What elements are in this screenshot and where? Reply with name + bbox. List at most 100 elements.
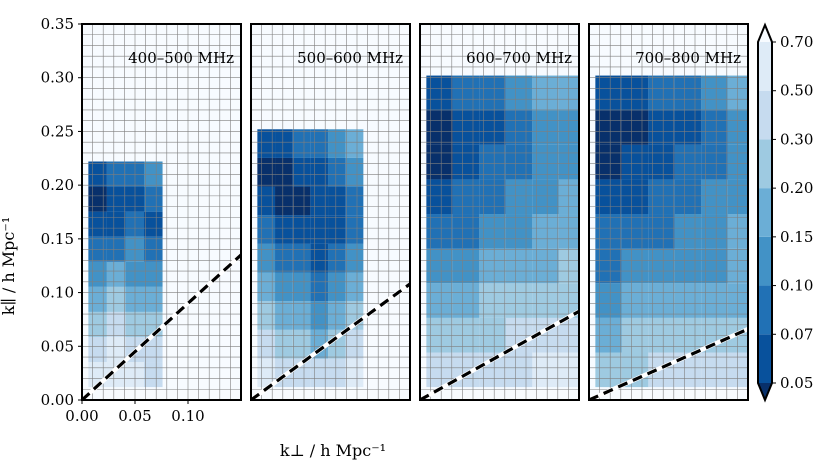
colorbar-tick-label: 0.15 (780, 228, 813, 246)
heatmap-cell (275, 215, 293, 244)
heatmap-cell (505, 248, 533, 284)
heatmap-cell (621, 248, 649, 284)
y-tick-label: 0.10 (41, 284, 74, 302)
heatmap-cell (452, 144, 480, 180)
heatmap-cell (328, 272, 346, 302)
heatmap-cell (292, 129, 311, 158)
x-tick-label: 0.00 (65, 407, 98, 425)
grid-lines (420, 24, 579, 400)
heatmap-cell (621, 214, 649, 249)
panel-frame (81, 23, 242, 401)
heatmap-cells (257, 129, 364, 388)
heatmap-cell (505, 75, 533, 111)
heatmap-cell (275, 129, 293, 158)
heatmap-cell (328, 301, 346, 330)
heatmap-cell (88, 161, 107, 187)
heatmap-cell (106, 336, 126, 363)
panels-group: 400–500 MHz 500–600 MHz 600–700 MHz 700–800… (81, 23, 749, 401)
heatmap-cell (558, 144, 579, 180)
wedge-dash (82, 253, 241, 400)
colorbar-segment (758, 42, 772, 91)
heatmap-cells (88, 161, 163, 388)
heatmap-cell (621, 179, 649, 215)
y-axis: 0.00 0.05 0.10 0.15 0.20 0.25 0.30 0.35 (41, 15, 82, 409)
heatmap-cell (144, 362, 163, 388)
wedge-line (589, 327, 748, 400)
colorbar-tick-label: 0.10 (780, 277, 813, 295)
y-tick-label: 0.35 (41, 15, 74, 33)
colorbar-tick-label: 0.70 (780, 33, 813, 51)
heatmap-cell (292, 215, 311, 244)
heatmap-cell (275, 272, 293, 302)
heatmap-cell (106, 311, 126, 337)
heatmap-cell (674, 75, 702, 111)
x-tick-label: 0.05 (118, 407, 151, 425)
heatmap-cell (558, 179, 579, 215)
heatmap-cell (505, 144, 533, 180)
panel-title: 600–700 MHz (466, 49, 572, 67)
panel-frame (588, 23, 749, 401)
colorbar-tick-label: 0.20 (780, 179, 813, 197)
panel-frame (250, 23, 411, 401)
colorbar-segment (758, 90, 772, 140)
heatmap-cell (505, 352, 533, 388)
heatmap-cell (727, 352, 748, 388)
heatmap-cell (452, 317, 480, 353)
colorbar-tick-label: 0.05 (780, 374, 813, 392)
heatmap-cell (727, 144, 748, 180)
heatmap-cell (292, 272, 311, 302)
x-tick-label: 0.10 (171, 407, 204, 425)
heatmap-cell (558, 214, 579, 249)
colorbar-tick-label: 0.07 (780, 325, 813, 343)
colorbar-tick-label: 0.30 (780, 130, 813, 148)
heatmap-cell (345, 157, 364, 187)
wedge-line (82, 253, 241, 400)
heatmap-cell (328, 157, 346, 187)
heatmap-cell (727, 75, 748, 111)
colorbar-segment (758, 285, 772, 335)
heatmap-cell (88, 286, 107, 312)
heatmap-cell (674, 248, 702, 284)
y-tick-label: 0.00 (41, 391, 74, 409)
heatmap-cell (144, 286, 163, 312)
panel-title: 500–600 MHz (297, 49, 403, 67)
heatmap-cell (621, 110, 649, 145)
wedge-line (420, 309, 579, 400)
heatmap-cell (674, 179, 702, 215)
heatmap-cell (452, 283, 480, 318)
heatmap-cell (727, 214, 748, 249)
heatmap-cell (674, 214, 702, 249)
heatmap-cell (345, 129, 364, 158)
y-tick-label: 0.25 (41, 122, 74, 140)
colorbar-tick-label: 1.00 (780, 0, 813, 2)
heatmap-cell (345, 215, 364, 244)
heatmap-cell (452, 75, 480, 111)
heatmap-cell (505, 179, 533, 215)
colorbar-tick-label: 0.50 (780, 82, 813, 100)
heatmap-cell (558, 352, 579, 388)
heatmap-cell (88, 236, 107, 262)
heatmap-cell (144, 336, 163, 363)
heatmap-cell (292, 329, 311, 359)
heatmap-cell (106, 236, 126, 262)
heatmap-cell (144, 161, 163, 187)
heatmap-cell (106, 261, 126, 287)
heatmap-cell (674, 144, 702, 180)
panel-title: 700–800 MHz (635, 49, 741, 67)
heatmap-cell (558, 110, 579, 145)
panel-3: 600–700 MHz (419, 23, 580, 401)
colorbar: 0.05 0.07 0.10 0.15 0.20 0.30 0.50 0.70 1.00 (757, 0, 813, 403)
heatmap-cell (275, 329, 293, 359)
heatmap-cell (106, 161, 126, 187)
heatmap-cell (558, 283, 579, 318)
heatmap-cell (106, 286, 126, 312)
heatmap-cell (88, 311, 107, 337)
panel-frame (419, 23, 580, 401)
y-tick-label: 0.05 (41, 337, 74, 355)
heatmap-cell (452, 110, 480, 145)
heatmap-cell (144, 261, 163, 287)
colorbar-extend-high (758, 25, 772, 42)
heatmap-cell (621, 75, 649, 111)
heatmap-cell (727, 283, 748, 318)
heatmap-cell (345, 186, 364, 216)
